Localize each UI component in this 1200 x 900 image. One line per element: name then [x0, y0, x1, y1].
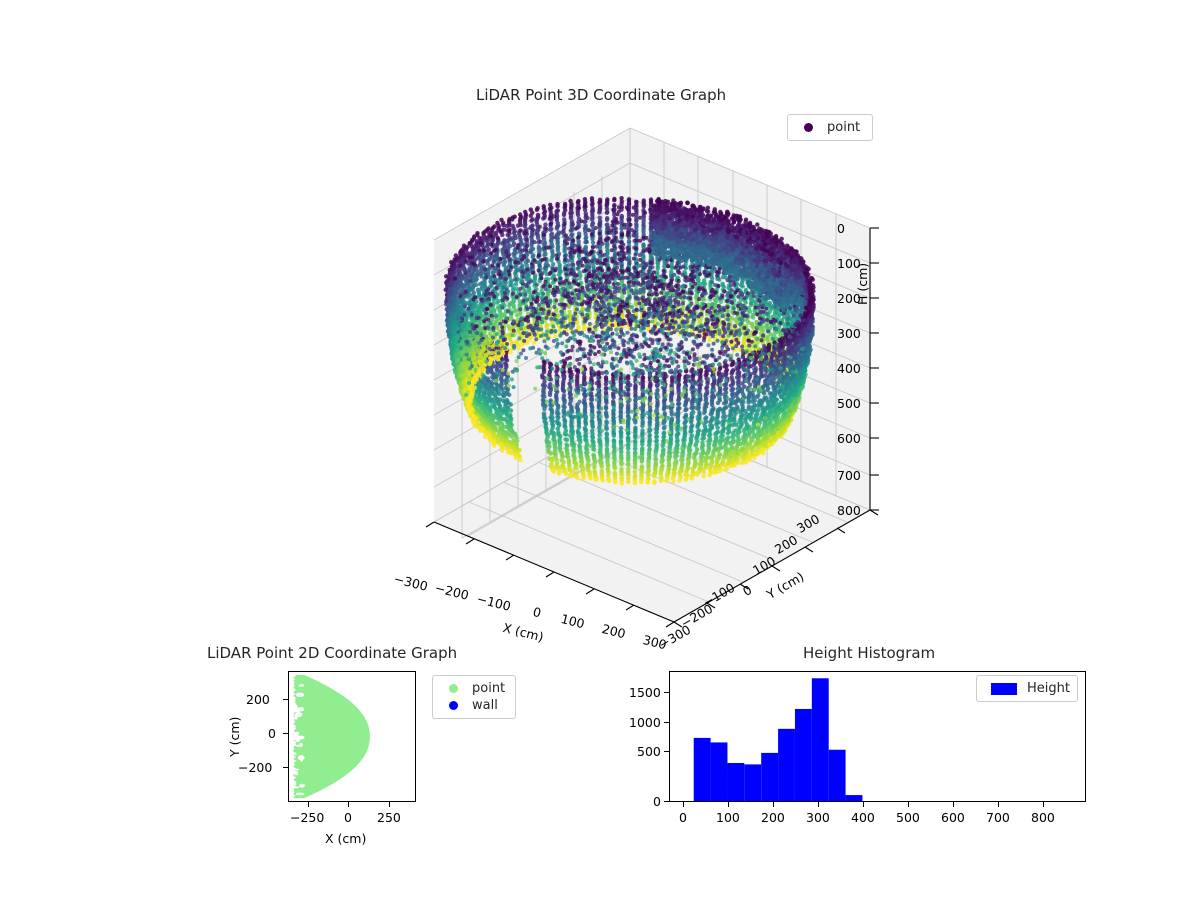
ztick-0: 0: [837, 221, 845, 236]
xtickmark-800: [1043, 802, 1044, 807]
panel-2d-legend[interactable]: point wall: [432, 675, 516, 719]
xtick-hist-600: 600: [941, 810, 965, 825]
legend-label-height: Height: [1027, 681, 1070, 696]
ytick-hist-0: 0: [653, 794, 661, 809]
histogram-bar: [744, 764, 762, 801]
legend-item-point[interactable]: point: [794, 119, 866, 136]
point-cloud-3d: [443, 196, 816, 486]
xtickmark-500: [908, 802, 909, 807]
ztick-500: 500: [837, 396, 861, 411]
height-patch-icon: [991, 682, 1017, 695]
xtick-hist-100: 100: [716, 810, 740, 825]
zticks-3d: [870, 227, 879, 511]
yticks-3d: [673, 509, 879, 628]
xtickmark-m250: [308, 802, 309, 807]
panel-2d-title: LiDAR Point 2D Coordinate Graph: [207, 644, 458, 662]
xtick-hist-300: 300: [806, 810, 830, 825]
ytick-2d-m200: −200: [238, 760, 273, 775]
xtick-hist-800: 800: [1031, 810, 1055, 825]
xtickmark-200: [773, 802, 774, 807]
zaxis-label: H (cm): [855, 262, 870, 305]
ytickmark-0: [664, 801, 669, 802]
ytick-hist-1500: 1500: [629, 685, 661, 700]
scatter-2d-canvas: [291, 674, 370, 799]
xtickmark-400: [863, 802, 864, 807]
histogram-bar: [727, 763, 745, 801]
panel-3d-legend[interactable]: point: [787, 114, 873, 141]
ytickmark-500: [664, 751, 669, 752]
xticks-3d: [425, 521, 675, 628]
point-marker-icon: [804, 123, 813, 132]
histogram-bars: [693, 678, 863, 801]
ztick-600: 600: [837, 431, 861, 446]
xtickmark-0: [348, 802, 349, 807]
xtick-hist-500: 500: [896, 810, 920, 825]
histogram-bar: [761, 752, 779, 801]
axes-2d[interactable]: [288, 671, 416, 802]
xtick-2d-m250: −250: [290, 810, 325, 825]
ytick-2d-200: 200: [246, 692, 270, 707]
legend-label-wall-2d: wall: [472, 698, 498, 713]
xtickmark-600: [953, 802, 954, 807]
axes-3d-canvas: [425, 127, 879, 628]
ztick-200: 200: [837, 291, 861, 306]
histogram-bar: [794, 708, 812, 801]
xtickmark-100: [728, 802, 729, 807]
ztick-400: 400: [837, 361, 861, 376]
wall-marker-icon: [449, 701, 458, 710]
ytickmark-200: [283, 699, 288, 700]
xtick-hist-700: 700: [986, 810, 1010, 825]
ztick-700: 700: [837, 468, 861, 483]
histogram-bar: [811, 678, 829, 801]
histogram-bar: [845, 795, 863, 801]
ztick-100: 100: [837, 256, 861, 271]
ytickmark-m200: [283, 767, 288, 768]
axes-3d[interactable]: [330, 110, 930, 650]
xtick-hist-200: 200: [761, 810, 785, 825]
xtickmark-250: [389, 802, 390, 807]
xtickmark-300: [818, 802, 819, 807]
histogram-bar: [828, 749, 846, 801]
ytickmark-0: [283, 733, 288, 734]
xtick-2d-250: 250: [377, 810, 401, 825]
ytick-2d-0: 0: [268, 726, 276, 741]
ytick-hist-500: 500: [637, 744, 661, 759]
panel-hist-title: Height Histogram: [803, 644, 936, 662]
legend-item-point-2d[interactable]: point: [439, 680, 509, 697]
ztick-800: 800: [837, 503, 861, 518]
histogram-bar: [710, 742, 728, 801]
yaxis-label-2d: Y (cm): [227, 716, 242, 757]
xtickmark-700: [998, 802, 999, 807]
xtick-hist-0: 0: [679, 810, 687, 825]
legend-label-point: point: [827, 120, 861, 135]
pane-floor: [434, 410, 870, 622]
histogram-bar: [778, 728, 795, 801]
legend-item-wall-2d[interactable]: wall: [439, 697, 509, 714]
xtickmark-0: [683, 802, 684, 807]
point-marker-icon: [449, 684, 458, 693]
histogram-canvas: [693, 678, 863, 801]
ytickmark-1500: [664, 692, 669, 693]
panel-3d-title: LiDAR Point 3D Coordinate Graph: [476, 86, 727, 104]
histogram-bar: [693, 737, 711, 801]
ztick-300: 300: [837, 326, 861, 341]
xtick-2d-0: 0: [344, 810, 352, 825]
legend-item-height[interactable]: Height: [983, 680, 1071, 697]
xaxis-label-2d: X (cm): [325, 831, 367, 846]
legend-label-point-2d: point: [472, 681, 506, 696]
ytick-hist-1000: 1000: [629, 715, 661, 730]
ytickmark-1000: [664, 722, 669, 723]
xtick-hist-400: 400: [851, 810, 875, 825]
panel-hist-legend[interactable]: Height: [976, 675, 1078, 702]
